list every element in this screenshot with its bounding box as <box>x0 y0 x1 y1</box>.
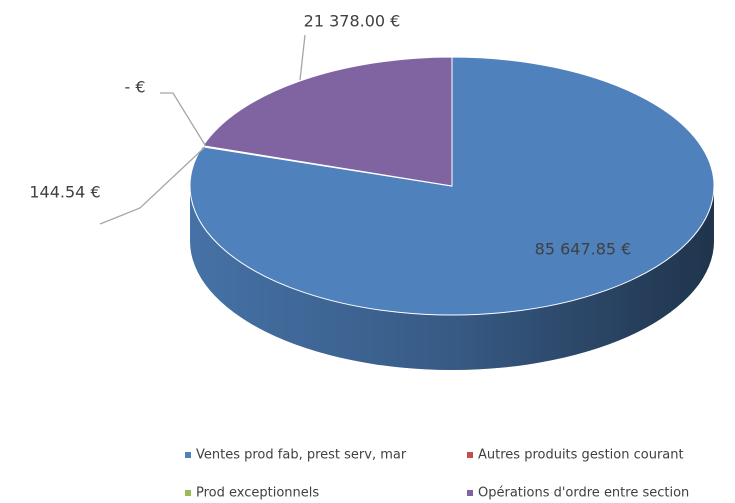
pie-tops <box>189 56 715 316</box>
legend-swatch <box>185 490 191 496</box>
shading <box>190 186 714 370</box>
legend: Ventes prod fab, prest serv, mar Autres p… <box>185 448 689 501</box>
leader-line <box>99 146 206 225</box>
data-label: 85 647.85 € <box>535 240 632 259</box>
data-label: 144.54 € <box>29 183 100 202</box>
slice <box>189 56 715 316</box>
leader-line <box>299 34 306 81</box>
legend-label: Autres produits gestion courant <box>478 448 684 463</box>
pie-walls <box>190 186 714 370</box>
legend-swatch <box>467 452 473 458</box>
legend-swatch <box>185 452 191 458</box>
legend-label: Ventes prod fab, prest serv, mar <box>196 448 407 463</box>
legend-label: Prod exceptionnels <box>196 486 319 501</box>
leader-line <box>160 92 206 146</box>
legend-swatch <box>467 490 473 496</box>
data-labels: 85 647.85 € 144.54 € - € 21 378.00 € <box>29 12 631 259</box>
slice <box>202 56 453 187</box>
legend-label: Opérations d'ordre entre section <box>478 486 689 501</box>
data-label: - € <box>124 78 145 97</box>
data-label: 21 378.00 € <box>304 12 401 31</box>
